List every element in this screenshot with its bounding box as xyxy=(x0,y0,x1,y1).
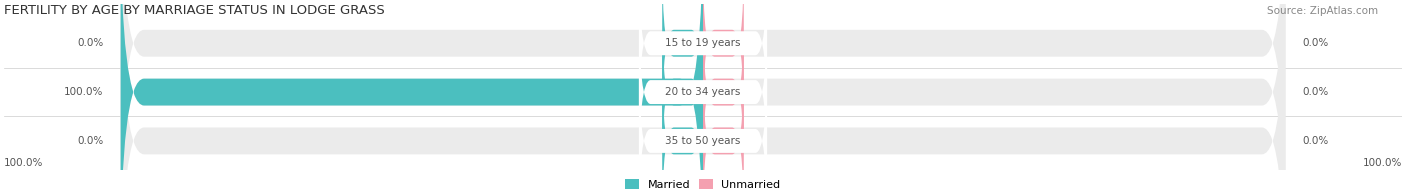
Text: 0.0%: 0.0% xyxy=(1303,136,1329,146)
FancyBboxPatch shape xyxy=(703,57,744,196)
FancyBboxPatch shape xyxy=(638,6,768,178)
Text: 15 to 19 years: 15 to 19 years xyxy=(665,38,741,48)
FancyBboxPatch shape xyxy=(121,0,1285,196)
Text: 0.0%: 0.0% xyxy=(1303,87,1329,97)
FancyBboxPatch shape xyxy=(121,0,1285,196)
FancyBboxPatch shape xyxy=(662,0,703,127)
Text: 0.0%: 0.0% xyxy=(77,38,103,48)
Text: 0.0%: 0.0% xyxy=(77,136,103,146)
FancyBboxPatch shape xyxy=(703,0,744,127)
FancyBboxPatch shape xyxy=(662,8,703,176)
Text: 100.0%: 100.0% xyxy=(63,87,103,97)
FancyBboxPatch shape xyxy=(703,8,744,176)
FancyBboxPatch shape xyxy=(662,57,703,196)
Text: FERTILITY BY AGE BY MARRIAGE STATUS IN LODGE GRASS: FERTILITY BY AGE BY MARRIAGE STATUS IN L… xyxy=(4,4,385,17)
FancyBboxPatch shape xyxy=(121,0,703,196)
FancyBboxPatch shape xyxy=(638,55,768,196)
FancyBboxPatch shape xyxy=(121,0,1285,196)
Text: 20 to 34 years: 20 to 34 years xyxy=(665,87,741,97)
Legend: Married, Unmarried: Married, Unmarried xyxy=(621,175,785,195)
Text: Source: ZipAtlas.com: Source: ZipAtlas.com xyxy=(1267,6,1378,16)
FancyBboxPatch shape xyxy=(638,0,768,129)
Text: 35 to 50 years: 35 to 50 years xyxy=(665,136,741,146)
Text: 0.0%: 0.0% xyxy=(1303,38,1329,48)
Text: 100.0%: 100.0% xyxy=(4,158,44,168)
Text: 100.0%: 100.0% xyxy=(1362,158,1402,168)
